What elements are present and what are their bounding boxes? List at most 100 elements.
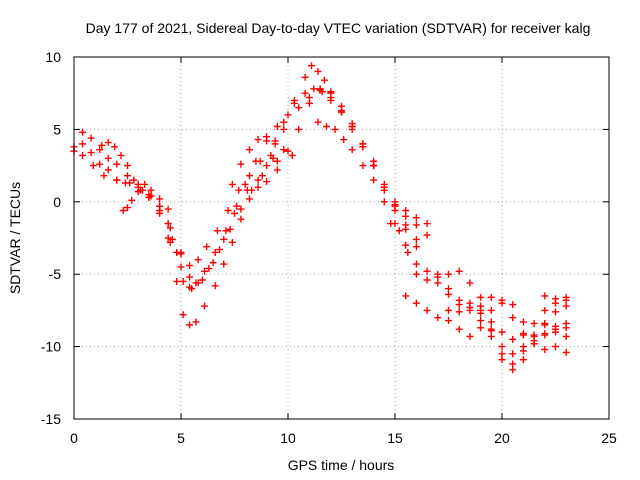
data-point-marker <box>194 256 202 264</box>
data-point-marker <box>552 343 559 351</box>
data-point-marker <box>402 292 410 300</box>
data-point-marker <box>228 238 236 246</box>
data-point-marker <box>222 227 230 235</box>
data-point-marker <box>201 267 209 275</box>
data-point-marker <box>316 85 324 93</box>
data-point-marker <box>117 151 125 159</box>
series-track-2 <box>70 86 570 353</box>
data-point-marker <box>487 327 495 335</box>
data-point-marker <box>412 214 420 222</box>
data-point-marker <box>100 172 108 180</box>
data-point-marker <box>402 241 410 249</box>
data-point-marker <box>263 162 271 170</box>
data-point-marker <box>541 292 549 300</box>
data-point-marker <box>164 234 172 242</box>
data-point-marker <box>348 146 356 154</box>
data-point-marker <box>104 154 112 162</box>
data-point-marker <box>104 166 112 174</box>
data-point-marker <box>254 176 262 184</box>
data-point-marker <box>445 306 452 314</box>
data-point-marker <box>320 76 328 84</box>
axis-ticks: 0 5 10 15 20 25 -15 -10 -5 0 5 10 <box>41 49 617 446</box>
data-point-marker <box>79 151 87 159</box>
data-point-marker <box>423 276 431 284</box>
data-point-marker <box>220 260 228 268</box>
y-axis-label: SDTVAR / TECUs <box>7 182 23 294</box>
x-tick-label: 0 <box>70 430 78 446</box>
data-point-marker <box>121 179 129 187</box>
data-point-marker <box>423 231 431 239</box>
data-point-marker <box>177 263 185 271</box>
series-track-6 <box>168 151 281 270</box>
data-point-marker <box>477 293 485 301</box>
data-point-marker <box>380 183 388 191</box>
data-point-marker <box>211 248 219 256</box>
data-point-marker <box>466 299 474 307</box>
series-track-13 <box>541 292 570 303</box>
data-point-marker <box>455 296 463 304</box>
data-point-marker <box>295 104 303 112</box>
data-point-marker <box>541 345 549 353</box>
data-point-marker <box>284 111 292 119</box>
data-point-marker <box>423 220 431 228</box>
data-point-marker <box>96 146 104 154</box>
data-point-marker <box>164 220 172 228</box>
data-point-marker <box>402 225 410 233</box>
data-point-marker <box>301 73 309 81</box>
data-point-marker <box>327 88 335 96</box>
data-point-marker <box>233 202 241 210</box>
data-point-marker <box>248 186 256 194</box>
data-point-marker <box>141 180 149 188</box>
data-point-marker <box>113 176 121 184</box>
data-point-marker <box>156 202 164 210</box>
x-tick-label: 10 <box>280 430 296 446</box>
data-point-marker <box>186 321 194 329</box>
data-point-marker <box>241 180 249 188</box>
data-point-marker <box>224 206 232 214</box>
data-point-marker <box>134 180 142 188</box>
data-point-marker <box>235 186 243 194</box>
data-point-marker <box>130 176 138 184</box>
data-point-marker <box>519 343 527 351</box>
data-points <box>70 62 570 374</box>
data-point-marker <box>445 317 452 325</box>
data-point-marker <box>519 318 527 326</box>
series-track-8 <box>314 118 570 368</box>
data-point-marker <box>509 366 517 374</box>
data-point-marker <box>284 147 292 155</box>
series-track-12 <box>445 285 570 358</box>
data-point-marker <box>216 246 224 254</box>
data-point-marker <box>89 162 97 170</box>
data-point-marker <box>423 267 431 275</box>
data-point-marker <box>295 125 303 133</box>
data-point-marker <box>267 151 275 159</box>
data-point-marker <box>156 209 164 217</box>
series-track-4 <box>98 62 420 287</box>
data-point-marker <box>179 277 187 285</box>
data-point-marker <box>562 348 570 356</box>
data-point-marker <box>177 250 185 258</box>
data-point-marker <box>305 94 313 102</box>
data-point-marker <box>455 325 463 333</box>
data-point-marker <box>254 183 262 191</box>
data-point-marker <box>509 314 517 322</box>
data-point-marker <box>186 273 194 281</box>
data-point-marker <box>434 279 442 287</box>
data-point-marker <box>562 319 570 327</box>
data-point-marker <box>308 62 316 70</box>
data-point-marker <box>552 328 559 336</box>
data-point-marker <box>96 160 104 168</box>
data-point-marker <box>477 317 485 325</box>
data-point-marker <box>231 209 238 217</box>
data-point-marker <box>395 227 403 235</box>
x-tick-label: 15 <box>387 430 403 446</box>
data-point-marker <box>466 279 474 287</box>
data-point-marker <box>370 176 378 184</box>
data-point-marker <box>359 140 367 148</box>
data-point-marker <box>562 332 570 340</box>
data-point-marker <box>124 172 131 180</box>
data-point-marker <box>498 299 506 307</box>
data-point-marker <box>237 160 245 168</box>
data-point-marker <box>402 212 410 220</box>
